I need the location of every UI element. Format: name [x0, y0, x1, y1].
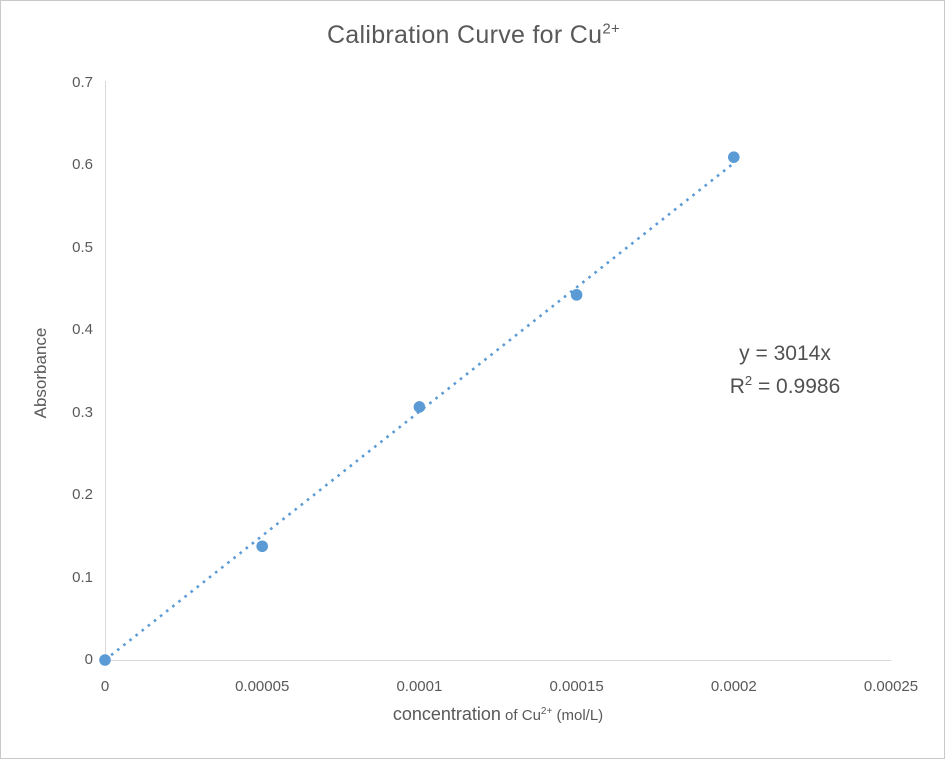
trendline-equation: y = 3014x [739, 342, 831, 365]
data-point-4 [728, 151, 740, 163]
trendline-annotation: y = 3014x R2 = 0.9986 [665, 337, 905, 403]
x-tick-label-2: 0.0001 [396, 678, 443, 695]
y-tick-label-0: 0 [84, 651, 93, 668]
x-axis-title-superscript: 2+ [540, 706, 553, 717]
data-point-1 [256, 540, 268, 553]
x-tick-label-1: 0.00005 [235, 678, 290, 695]
y-tick-label-1: 0.1 [72, 568, 93, 586]
x-axis-title-units: (mol/L) [552, 707, 604, 724]
trendline [104, 162, 735, 662]
data-point-2 [413, 401, 426, 413]
chart-title: Calibration Curve for Cu2+ [1, 20, 944, 50]
x-axis-title: concentration of Cu2+ (mol/L) [248, 704, 748, 725]
data-point-3 [570, 289, 583, 301]
y-tick-label-3: 0.3 [72, 403, 93, 421]
y-tick-label-2: 0.2 [72, 486, 93, 504]
y-axis-title: Absorbance [31, 327, 50, 419]
y-tick-label-5: 0.5 [72, 238, 93, 256]
chart-title-text: Calibration Curve for Cu [326, 21, 603, 49]
y-tick-label-7: 0.7 [72, 74, 93, 91]
x-tick-label-4: 0.0002 [710, 678, 757, 695]
x-tick-label-3: 0.00015 [549, 678, 604, 695]
x-tick-label-5: 0.00025 [863, 678, 919, 695]
y-tick-label-6: 0.6 [72, 156, 93, 174]
y-tick-label-4: 0.4 [72, 321, 93, 339]
x-axis-title-mid: of Cu [500, 707, 541, 724]
x-axis-title-main: concentration [392, 704, 501, 724]
trendline-r-squared: R2 = 0.9986 [729, 373, 841, 398]
x-tick-label-0: 0 [100, 678, 110, 695]
data-point-0 [99, 654, 111, 666]
chart-title-superscript: 2+ [602, 20, 621, 38]
